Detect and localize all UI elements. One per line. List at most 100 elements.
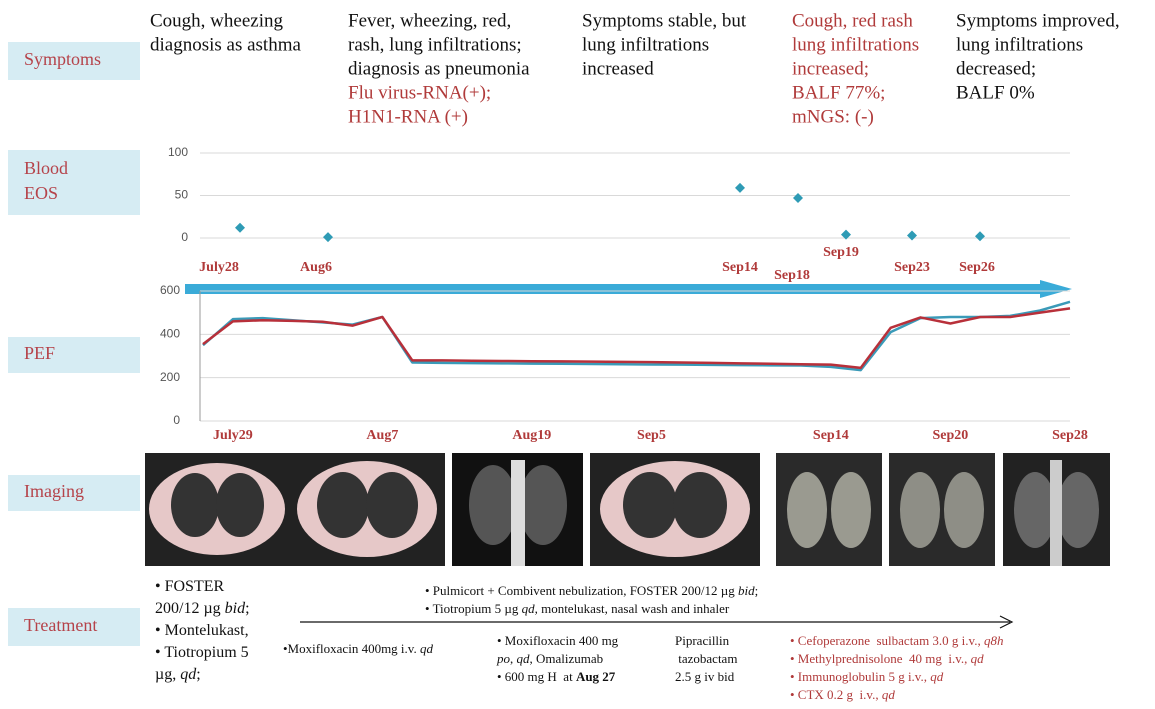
imaging-panels [145,453,1110,566]
row-label: PEF [24,343,55,363]
symptom-text: Fever, wheezing, red, [348,10,511,31]
x-tick-label: Sep14 [722,260,758,275]
x-tick-label: Sep18 [774,268,810,283]
eos-point [975,231,985,241]
treatment-run: • 600 mg H at [497,669,576,684]
treatment-run: qd [180,666,197,683]
symptom-text: diagnosis as pneumonia [348,58,530,79]
treatment-run: 200/12 µg [155,600,225,617]
symptom-text: rash, lung infiltrations; [348,34,522,55]
x-tick-label: July29 [213,428,253,443]
x-tick-label: Sep26 [959,260,995,275]
x-tick-label: Aug7 [366,428,398,443]
treatment-run: qd [930,669,944,684]
treatment-text: • Cefoperazone sulbactam 3.0 g i.v., q8h [790,633,1003,648]
treatment-text: • FOSTER [155,578,225,595]
symptom-text: Symptoms stable, but [582,10,747,31]
treatment-text: • Methylprednisolone 40 mg i.v., qd [790,651,984,666]
treatment-run: • Pulmicort + Combivent nebulization, FO… [425,583,738,598]
treatment-run: • Tiotropium 5 µg [425,601,522,616]
treatment-text: Pipracillin [675,633,730,648]
treatment-run: tazobactam [675,651,737,666]
treatment-text: • Immunoglobulin 5 g i.v., qd [790,669,944,684]
x-tick-label: Aug6 [300,260,332,275]
treatment-text: po, qd, Omalizumab [496,651,603,666]
symptom-text: Flu virus-RNA(+); [348,82,491,103]
x-tick-label: July28 [199,260,239,275]
treatment-run: 2.5 g iv bid [675,669,735,684]
symptom-text: Cough, red rash [792,10,913,31]
treatment-run: q8h [984,633,1004,648]
treatment-run: • CTX 0.2 g i.v., [790,687,882,702]
treatment-text: • CTX 0.2 g i.v., qd [790,687,895,702]
treatment-arrow [300,616,1012,628]
treatment-text: • Tiotropium 5 µg qd, montelukast, nasal… [425,601,730,616]
y-tick-label: 400 [160,327,180,341]
symptom-text: increased [582,58,654,79]
treatment-run: qd, [522,601,538,616]
treatment-run: • Cefoperazone sulbactam 3.0 g i.v., [790,633,984,648]
eos-point [235,223,245,233]
symptom-text: BALF 0% [956,82,1035,103]
treatment-run: • FOSTER [155,578,225,595]
y-tick-label: 600 [160,283,180,297]
treatment-run: •Moxifloxacin 400mg i.v. [283,641,420,656]
treatment-text: • Moxifloxacin 400 mg [497,633,619,648]
x-tick-label: Sep19 [823,245,859,260]
eos-point [907,230,917,240]
eos-point [793,193,803,203]
eos-point [323,232,333,242]
treatment-text: tazobactam [675,651,737,666]
treatment-run: po [496,651,511,666]
symptom-text: lung infiltrations [956,34,1083,55]
symptom-text: increased; [792,58,869,79]
x-tick-label: Sep5 [637,428,666,443]
symptom-text: Symptoms improved, [956,10,1120,31]
x-tick-label: Sep20 [933,428,969,443]
pef-line [203,302,1070,370]
symptom-text: lung infiltrations [792,34,919,55]
treatment-run: bid [738,583,755,598]
symptom-text: Cough, wheezing [150,10,283,31]
timeline-arrow [185,280,1072,298]
y-tick-label: 100 [168,145,188,159]
treatment-run: montelukast, nasal wash and inhaler [538,601,730,616]
treatment-run: ; [196,666,200,683]
treatment-text: • Montelukast, [155,622,249,639]
treatment-run: • Methylprednisolone 40 mg i.v., [790,651,971,666]
treatment-text: • 600 mg H at Aug 27 [497,669,616,684]
treatment-run: qd [420,641,434,656]
treatment-text: • Pulmicort + Combivent nebulization, FO… [425,583,758,598]
treatment-run: ; [245,600,249,617]
treatment-run: • Immunoglobulin 5 g i.v., [790,669,930,684]
y-tick-label: 200 [160,370,180,384]
y-tick-label: 0 [173,413,180,427]
symptom-text: H1N1-RNA (+) [348,106,468,127]
figure: SymptomsBloodEOSPEFImagingTreatmentCough… [0,0,1155,709]
x-tick-label: Sep23 [894,260,930,275]
eos-point [735,183,745,193]
y-tick-label: 50 [175,188,189,202]
treatment-text: •Moxifloxacin 400mg i.v. qd [283,641,433,656]
treatment-run: • Moxifloxacin 400 mg [497,633,619,648]
treatment-text: 2.5 g iv bid [675,669,735,684]
treatment-run: Pipracillin [675,633,730,648]
treatment-text: 200/12 µg bid; [155,600,250,617]
treatment-run: , Omalizumab [530,651,604,666]
treatment-run: Aug 27 [576,669,616,684]
row-label: Symptoms [24,49,101,69]
treatment-run: qd [882,687,896,702]
symptom-text: lung infiltrations [582,34,709,55]
symptom-text: mNGS: (-) [792,106,874,127]
treatment-run: ; [755,583,759,598]
treatment-run: bid [225,600,246,617]
symptom-text: diagnosis as asthma [150,34,301,55]
treatment-run: qd [517,651,531,666]
symptom-text: decreased; [956,58,1036,79]
row-label: Imaging [24,481,84,501]
treatment-run: µg, [155,666,180,683]
treatment-run: qd [971,651,985,666]
row-label: Treatment [24,615,97,635]
treatment-run: • Montelukast, [155,622,249,639]
x-tick-label: Sep14 [813,428,849,443]
